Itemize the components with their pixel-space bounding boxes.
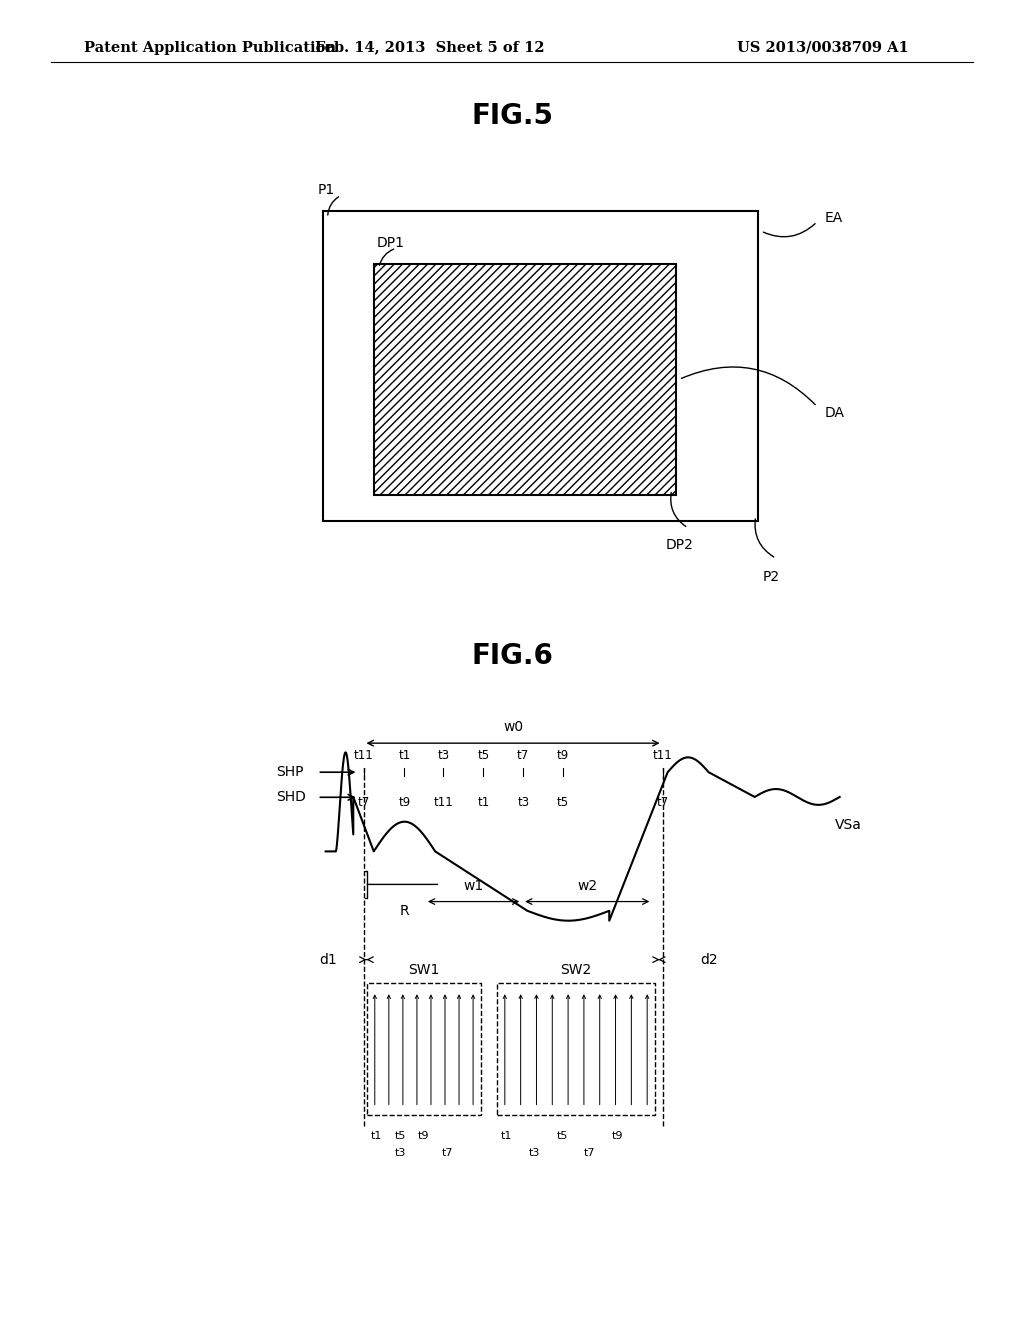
- Text: t9: t9: [611, 1131, 624, 1142]
- Text: d1: d1: [318, 953, 337, 966]
- Text: t5: t5: [557, 796, 569, 809]
- Text: SW2: SW2: [560, 964, 592, 977]
- Text: t7: t7: [357, 796, 370, 809]
- Text: DP2: DP2: [666, 539, 693, 552]
- Text: t9: t9: [398, 796, 411, 809]
- Text: w0: w0: [503, 721, 523, 734]
- Text: t3: t3: [517, 796, 529, 809]
- Text: t9: t9: [557, 748, 569, 762]
- Text: t11: t11: [433, 796, 454, 809]
- Text: t11: t11: [652, 748, 673, 762]
- Text: t9: t9: [418, 1131, 430, 1142]
- Text: t3: t3: [394, 1148, 407, 1159]
- Text: SHD: SHD: [276, 791, 306, 804]
- Text: VSa: VSa: [835, 818, 861, 832]
- Text: d2: d2: [699, 953, 718, 966]
- Text: t7: t7: [656, 796, 669, 809]
- Text: t5: t5: [477, 748, 489, 762]
- Text: t1: t1: [477, 796, 489, 809]
- Bar: [323, 211, 758, 521]
- Bar: [374, 264, 676, 495]
- Bar: [367, 983, 481, 1115]
- Text: t5: t5: [556, 1131, 568, 1142]
- Text: t7: t7: [517, 748, 529, 762]
- Text: DA: DA: [824, 405, 845, 420]
- Text: t3: t3: [528, 1148, 541, 1159]
- Text: SW1: SW1: [409, 964, 439, 977]
- Text: SHP: SHP: [276, 766, 304, 779]
- Text: t7: t7: [584, 1148, 596, 1159]
- Text: t1: t1: [371, 1131, 383, 1142]
- Text: FIG.6: FIG.6: [471, 642, 553, 671]
- Text: R: R: [399, 904, 410, 917]
- Text: US 2013/0038709 A1: US 2013/0038709 A1: [737, 41, 909, 54]
- Text: t7: t7: [441, 1148, 454, 1159]
- Text: EA: EA: [824, 211, 843, 224]
- Text: P2: P2: [763, 570, 780, 583]
- Text: DP1: DP1: [377, 236, 404, 249]
- Text: t1: t1: [501, 1131, 513, 1142]
- Text: t11: t11: [353, 748, 374, 762]
- Text: t1: t1: [398, 748, 411, 762]
- Bar: [497, 983, 655, 1115]
- Text: t3: t3: [437, 748, 450, 762]
- Text: t5: t5: [394, 1131, 407, 1142]
- Text: w2: w2: [578, 879, 597, 892]
- Text: w1: w1: [464, 879, 483, 892]
- Text: Feb. 14, 2013  Sheet 5 of 12: Feb. 14, 2013 Sheet 5 of 12: [315, 41, 545, 54]
- Text: FIG.5: FIG.5: [471, 102, 553, 131]
- Text: Patent Application Publication: Patent Application Publication: [84, 41, 336, 54]
- Text: P1: P1: [317, 183, 335, 197]
